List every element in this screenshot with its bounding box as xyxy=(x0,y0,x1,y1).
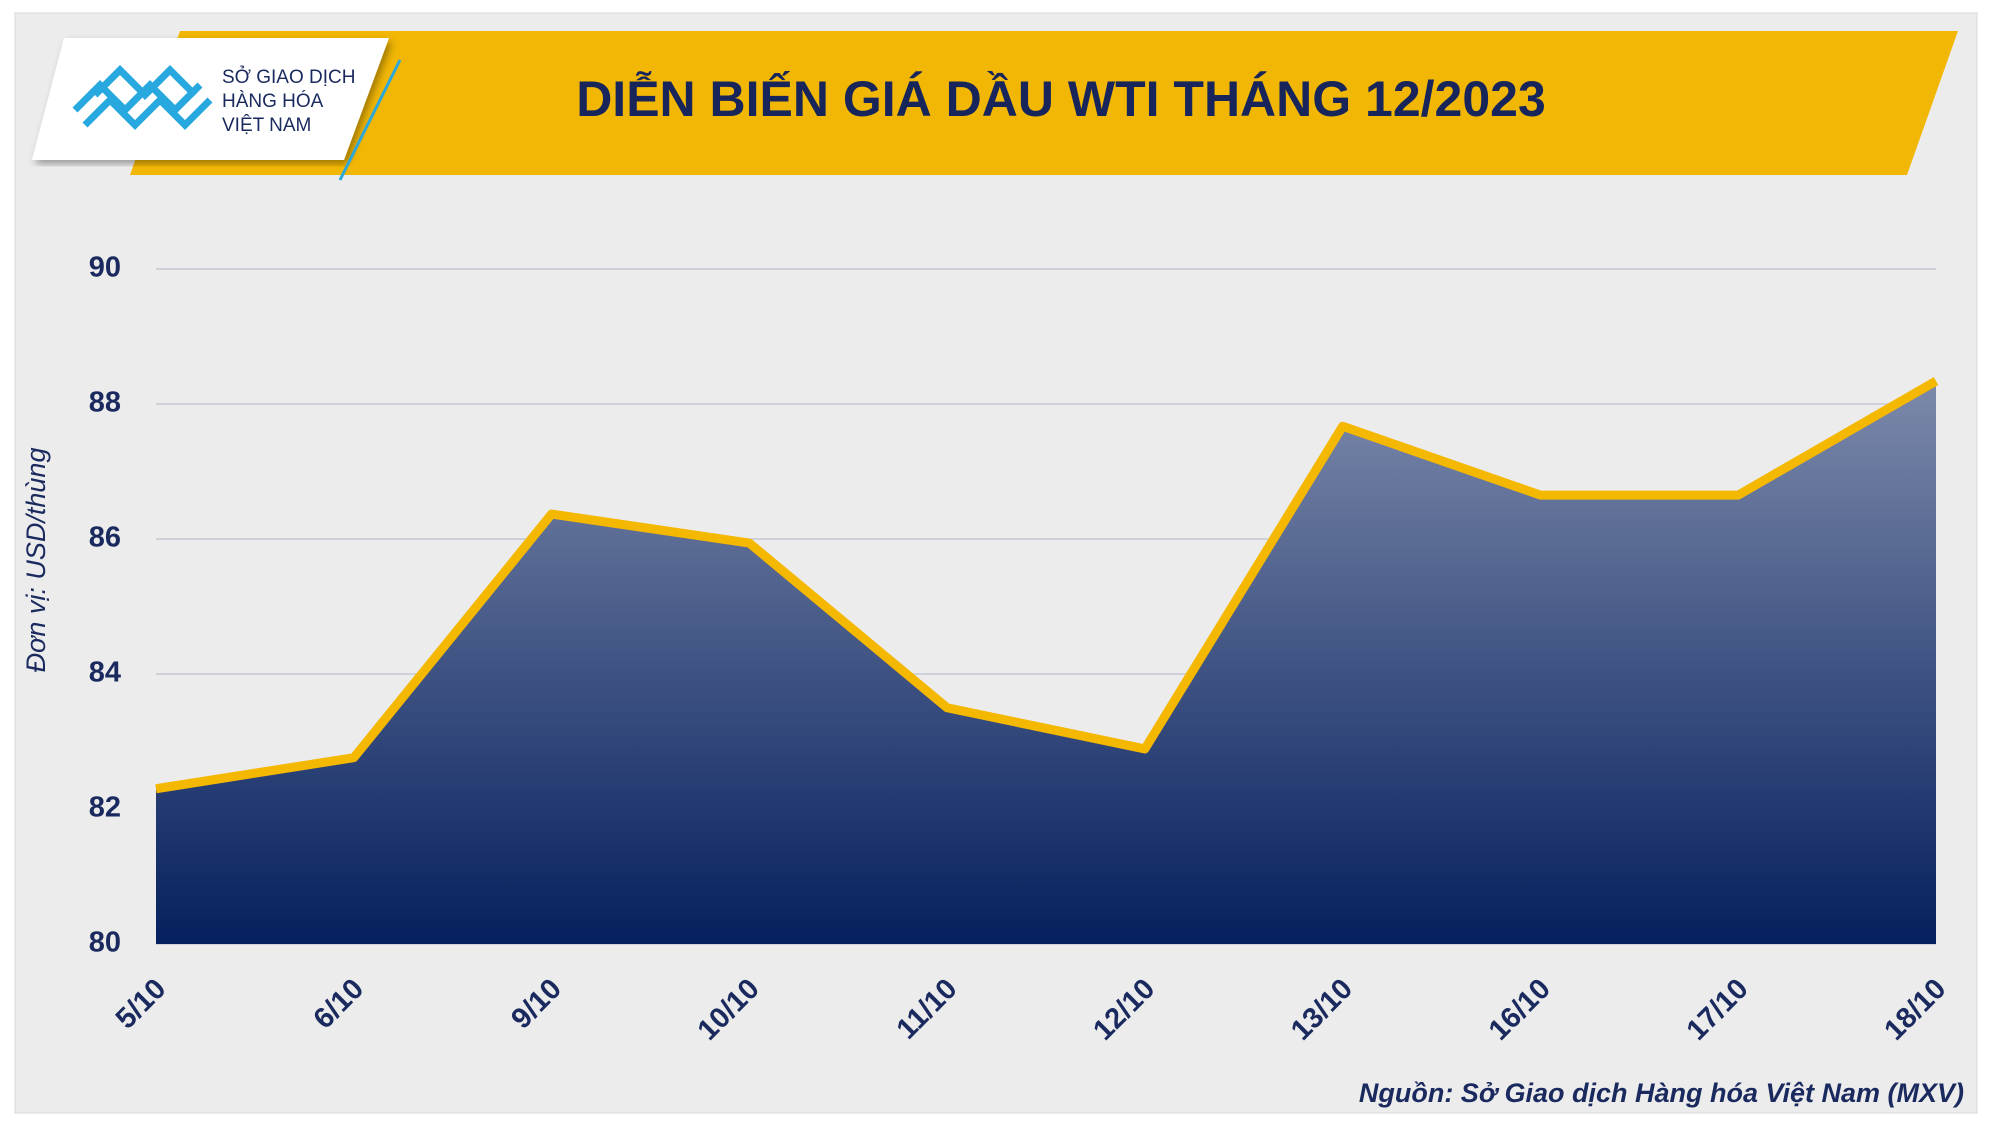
source: Nguồn: Sở Giao dịch Hàng hóa Việt Nam (M… xyxy=(1359,1078,1964,1108)
logo-stripe xyxy=(338,59,402,181)
y-axis-label: Đơn vị: USD/thùng xyxy=(21,448,51,673)
y-tick-label: 80 xyxy=(89,927,121,959)
logo-text: SỞ GIAO DỊCH xyxy=(222,66,355,88)
y-tick-label: 82 xyxy=(89,792,121,824)
y-tick-label: 84 xyxy=(89,657,121,689)
line xyxy=(155,377,1939,794)
title-banner xyxy=(130,31,1958,175)
logo-icon xyxy=(72,65,213,130)
y-tick-label: 86 xyxy=(89,522,121,554)
chart-title: DIỄN BIẾN GIÁ DẦU WTI THÁNG 12/2023 xyxy=(576,71,1546,127)
logo-text: HÀNG HÓA xyxy=(222,90,324,112)
logo-text: VIỆT NAM xyxy=(222,114,311,136)
y-tick-label: 90 xyxy=(89,252,121,284)
y-tick-label: 88 xyxy=(89,387,121,419)
